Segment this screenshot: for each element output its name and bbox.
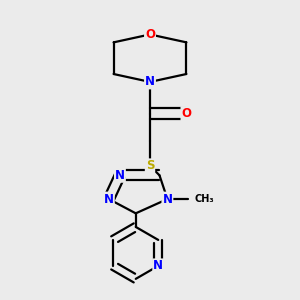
Text: N: N xyxy=(145,75,155,88)
Text: CH₃: CH₃ xyxy=(194,194,214,204)
Text: O: O xyxy=(145,28,155,41)
Text: N: N xyxy=(162,193,172,206)
Text: O: O xyxy=(182,107,191,120)
Text: N: N xyxy=(115,169,125,182)
Text: N: N xyxy=(104,193,114,206)
Text: S: S xyxy=(146,159,154,172)
Text: N: N xyxy=(153,260,163,272)
